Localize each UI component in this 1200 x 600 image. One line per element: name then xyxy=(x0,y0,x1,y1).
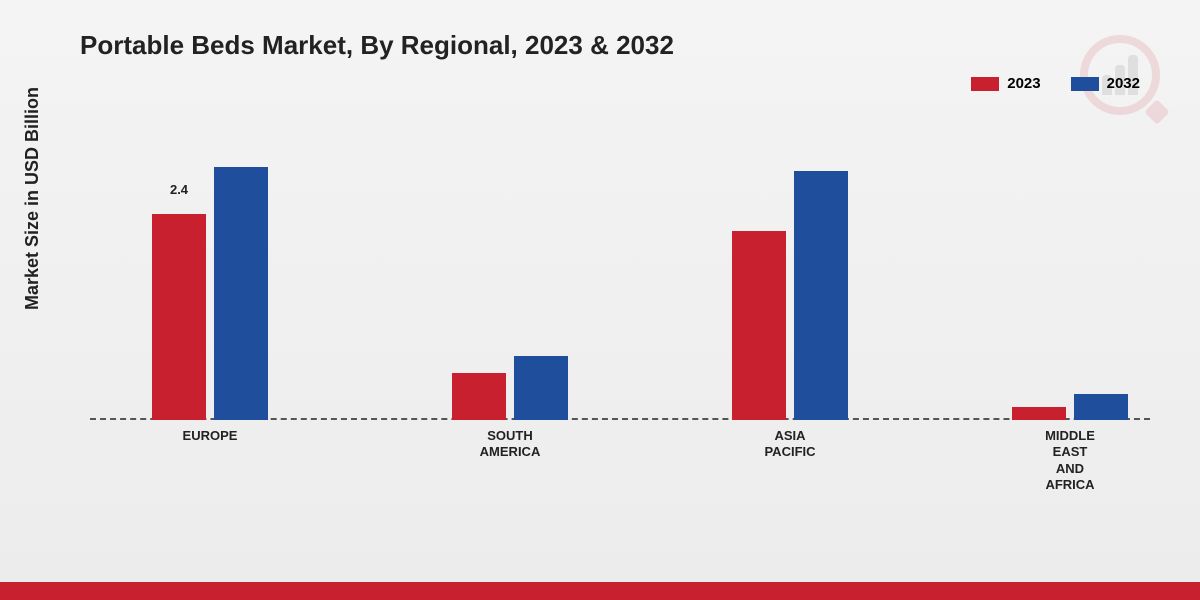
y-axis-label: Market Size in USD Billion xyxy=(22,87,43,310)
bar-value-label: 2.4 xyxy=(170,182,188,197)
bar xyxy=(1074,394,1128,420)
category-label: EUROPE xyxy=(183,428,238,444)
bar xyxy=(214,167,268,420)
legend-swatch xyxy=(971,77,999,91)
category-label: SOUTH AMERICA xyxy=(480,428,541,461)
category-label: MIDDLE EAST AND AFRICA xyxy=(1045,428,1095,493)
category-label: ASIA PACIFIC xyxy=(764,428,815,461)
legend-item-2032: 2032 xyxy=(1071,75,1140,92)
footer-bar xyxy=(0,582,1200,600)
chart-plot-area: EUROPESOUTH AMERICAASIA PACIFICMIDDLE EA… xyxy=(90,120,1150,460)
bar xyxy=(514,356,568,420)
bar xyxy=(732,231,786,420)
legend-item-2023: 2023 xyxy=(971,75,1040,92)
bar xyxy=(152,214,206,420)
legend-swatch xyxy=(1071,77,1099,91)
legend-label: 2032 xyxy=(1107,75,1140,92)
bar xyxy=(1012,407,1066,420)
legend-label: 2023 xyxy=(1007,75,1040,92)
bar xyxy=(794,171,848,420)
legend: 2023 2032 xyxy=(971,75,1140,92)
bar xyxy=(452,373,506,420)
chart-title: Portable Beds Market, By Regional, 2023 … xyxy=(80,30,674,61)
